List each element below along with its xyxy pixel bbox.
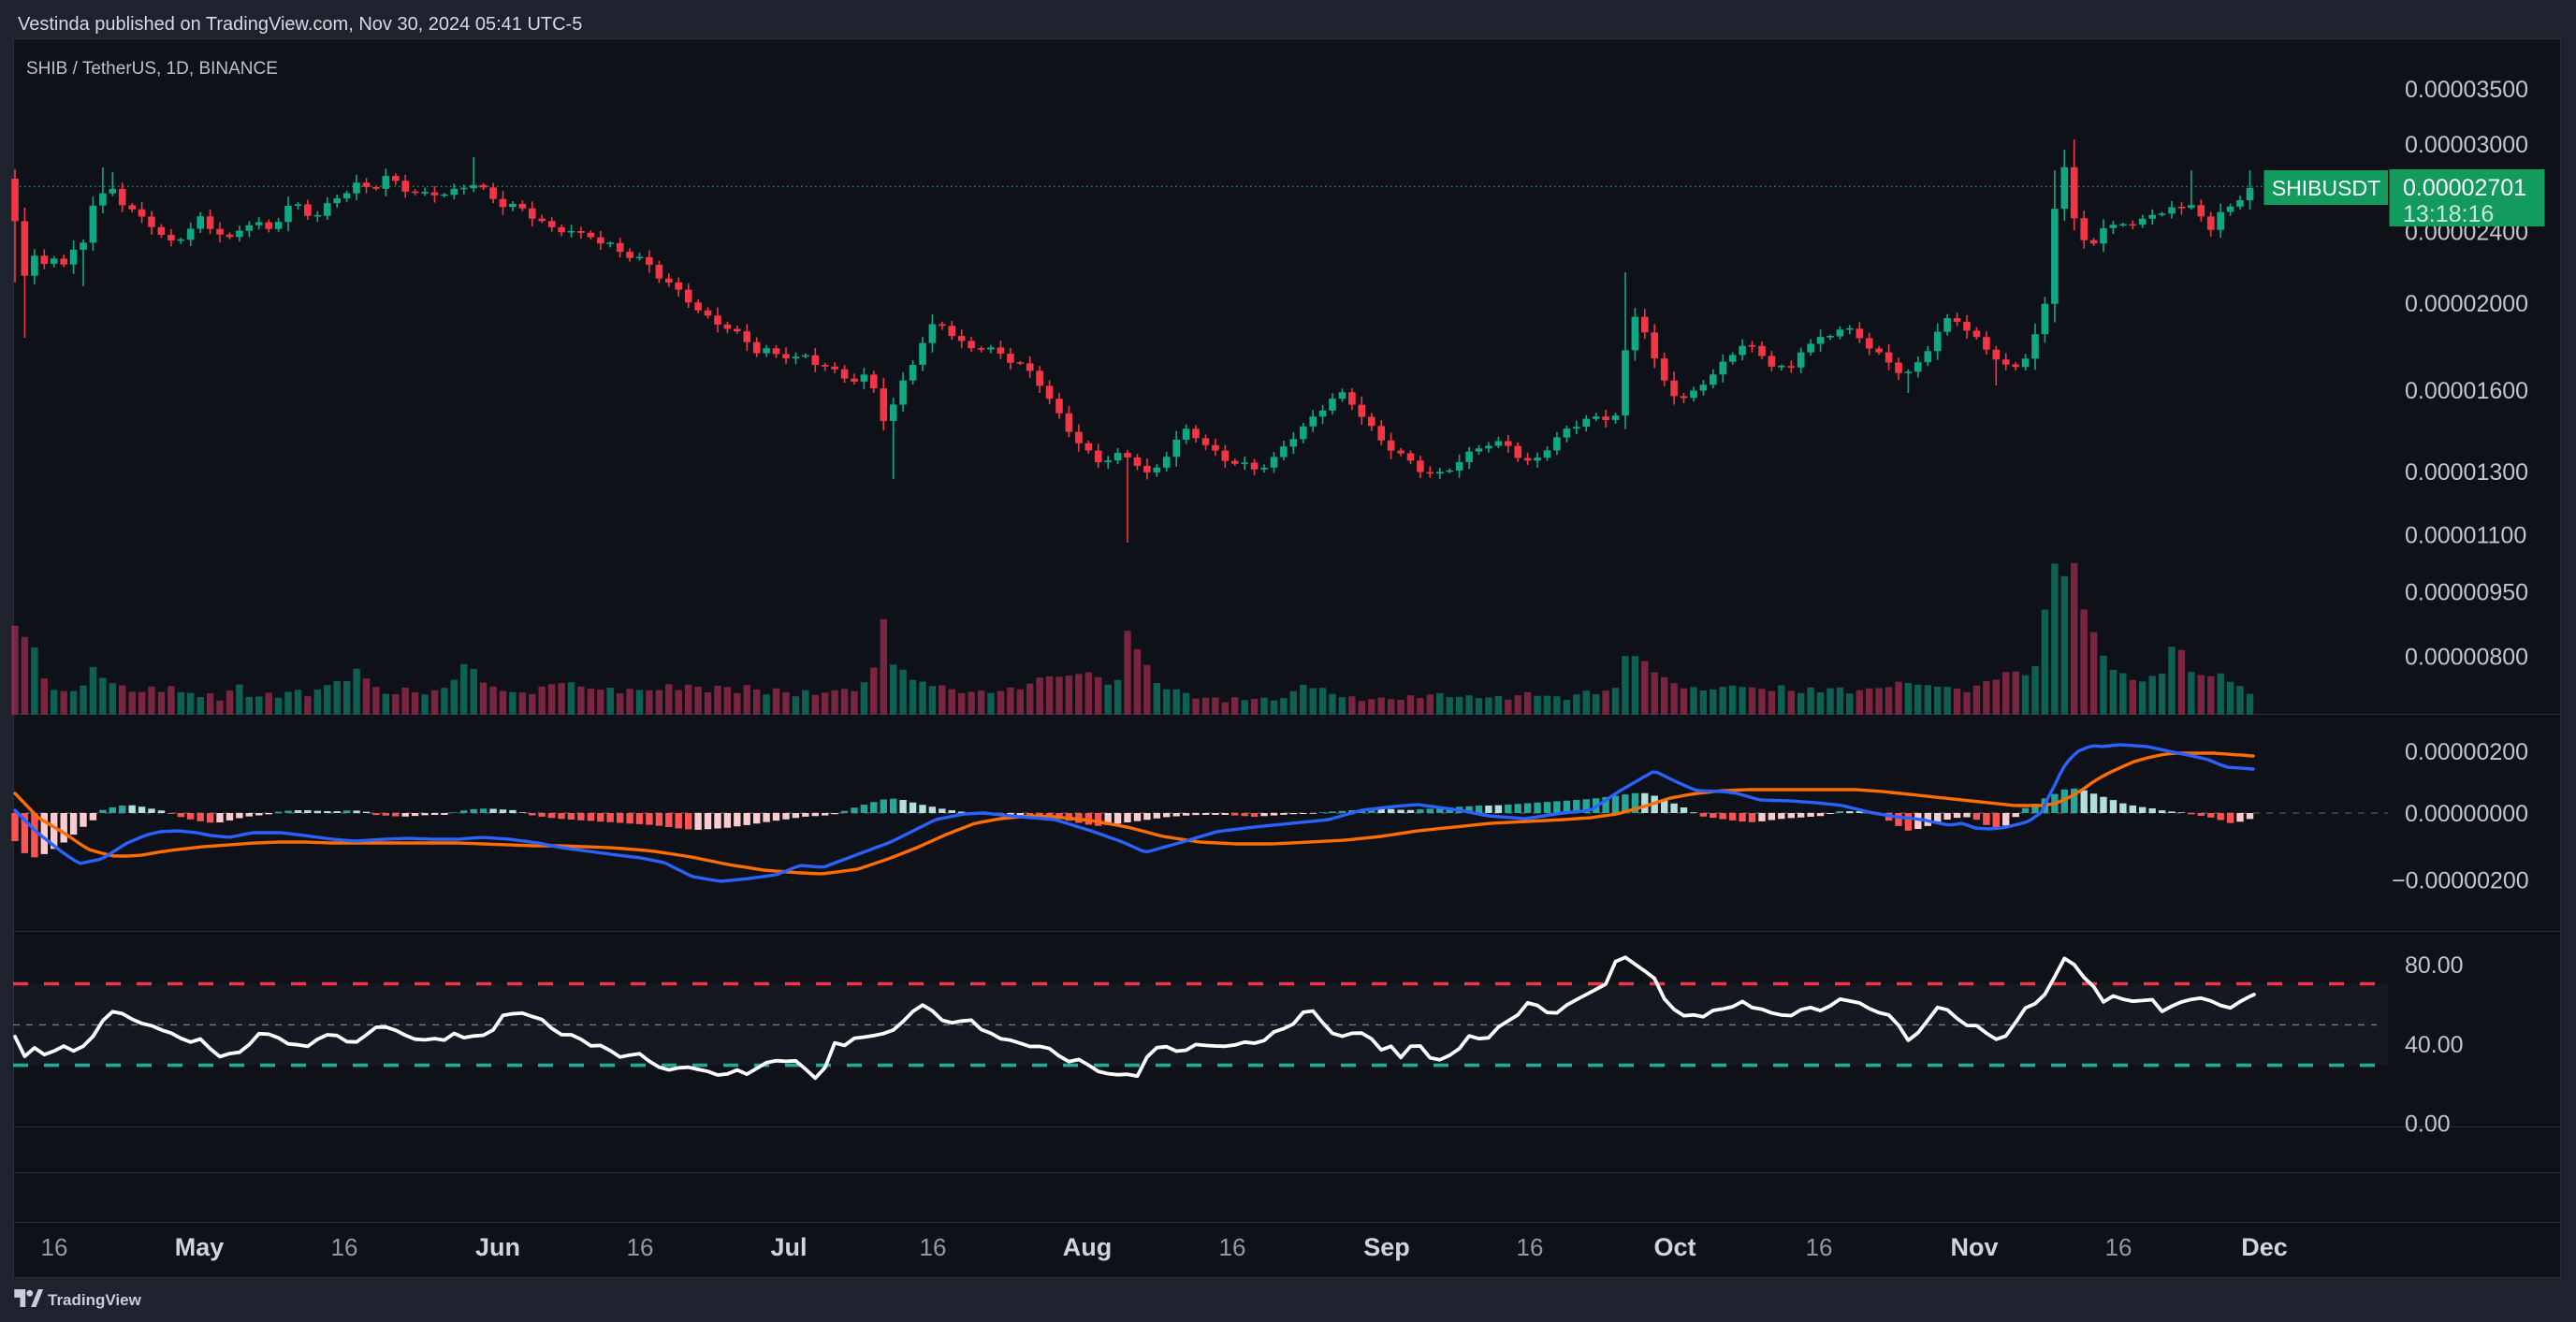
svg-text:Vestinda published on TradingV: Vestinda published on TradingView.com, N…: [18, 14, 582, 35]
svg-text:−0.00000200: −0.00000200: [2392, 868, 2529, 894]
svg-text:Aug: Aug: [1063, 1233, 1112, 1261]
svg-text:16: 16: [41, 1233, 68, 1261]
svg-text:Nov: Nov: [1950, 1233, 1998, 1261]
svg-text:0.00003500: 0.00003500: [2405, 77, 2528, 103]
svg-text:0.00001100: 0.00001100: [2405, 523, 2526, 549]
svg-text:TradingView: TradingView: [48, 1291, 142, 1309]
svg-text:0.00002000: 0.00002000: [2405, 291, 2528, 317]
svg-text:Sep: Sep: [1363, 1233, 1410, 1261]
svg-text:0.00000000: 0.00000000: [2405, 801, 2528, 827]
svg-text:0.00: 0.00: [2405, 1111, 2451, 1138]
svg-text:16: 16: [1219, 1233, 1246, 1261]
svg-text:16: 16: [2105, 1233, 2132, 1261]
svg-text:0.00002701: 0.00002701: [2403, 175, 2526, 201]
svg-text:16: 16: [920, 1233, 947, 1261]
svg-text:0.00000950: 0.00000950: [2405, 580, 2528, 606]
svg-text:16: 16: [1806, 1233, 1833, 1261]
svg-text:Dec: Dec: [2241, 1233, 2288, 1261]
svg-text:May: May: [175, 1233, 225, 1261]
svg-text:0.00003000: 0.00003000: [2405, 132, 2528, 158]
svg-text:Jul: Jul: [770, 1233, 807, 1261]
svg-text:40.00: 40.00: [2405, 1032, 2464, 1058]
svg-text:0.00001300: 0.00001300: [2405, 459, 2528, 486]
svg-text:SHIB / TetherUS, 1D, BINANCE: SHIB / TetherUS, 1D, BINANCE: [26, 59, 278, 79]
svg-text:80.00: 80.00: [2405, 952, 2464, 979]
svg-text:0.00001600: 0.00001600: [2405, 378, 2528, 404]
svg-text:Oct: Oct: [1653, 1233, 1696, 1261]
svg-text:16: 16: [331, 1233, 358, 1261]
svg-text:Jun: Jun: [475, 1233, 520, 1261]
svg-text:16: 16: [627, 1233, 654, 1261]
svg-text:13:18:16: 13:18:16: [2403, 201, 2494, 227]
svg-text:16: 16: [1517, 1233, 1544, 1261]
svg-text:0.00000800: 0.00000800: [2405, 645, 2528, 671]
svg-text:SHIBUSDT: SHIBUSDT: [2272, 176, 2380, 200]
svg-text:0.00000200: 0.00000200: [2405, 739, 2528, 765]
